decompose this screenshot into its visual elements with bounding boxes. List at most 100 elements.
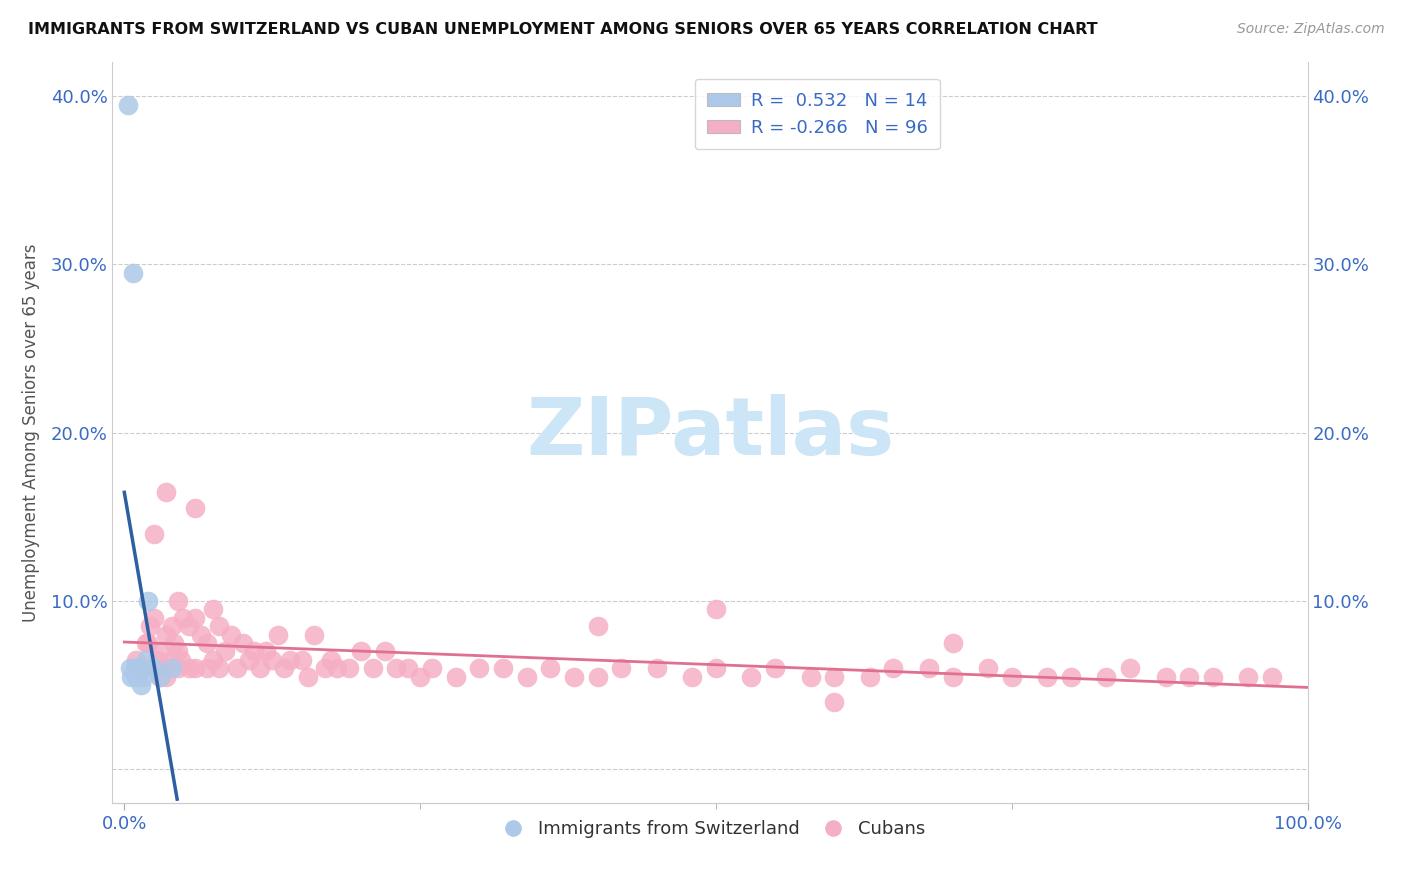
Point [128,661,150,675]
Point [120,661,142,675]
Point [214,644,236,658]
Point [302,627,325,641]
Point [586,670,609,684]
Point [1095,670,1118,684]
Point [859,670,882,684]
Point [163,636,186,650]
Y-axis label: Unemployment Among Seniors over 65 years: Unemployment Among Seniors over 65 years [21,244,39,622]
Point [704,602,727,616]
Point [195,636,218,650]
Point [326,661,349,675]
Point [538,661,561,675]
Point [129,678,152,692]
Point [155,670,177,684]
Point [142,661,165,675]
Point [321,653,343,667]
Point [918,661,941,675]
Point [202,653,225,667]
Point [681,670,703,684]
Point [314,661,336,675]
Point [139,619,162,633]
Point [179,619,201,633]
Point [800,670,823,684]
Point [184,501,207,516]
Point [117,97,139,112]
Point [166,644,188,658]
Point [262,653,284,667]
Point [202,602,225,616]
Text: ZIPatlas: ZIPatlas [526,393,894,472]
Legend: Immigrants from Switzerland, Cubans: Immigrants from Switzerland, Cubans [488,814,932,846]
Point [350,644,373,658]
Point [155,484,177,499]
Point [468,661,491,675]
Point [208,619,231,633]
Point [942,636,965,650]
Point [160,619,183,633]
Point [125,653,148,667]
Point [444,670,467,684]
Point [704,661,727,675]
Point [124,661,146,675]
Text: Source: ZipAtlas.com: Source: ZipAtlas.com [1237,22,1385,37]
Point [170,653,193,667]
Point [149,670,172,684]
Point [132,670,155,684]
Point [184,661,207,675]
Point [1036,670,1059,684]
Point [278,653,301,667]
Point [492,661,515,675]
Point [610,661,633,675]
Point [374,644,396,658]
Point [1154,670,1177,684]
Point [586,619,609,633]
Point [337,661,360,675]
Point [823,670,845,684]
Point [195,661,218,675]
Point [1237,670,1260,684]
Point [562,670,585,684]
Point [225,661,247,675]
Text: IMMIGRANTS FROM SWITZERLAND VS CUBAN UNEMPLOYMENT AMONG SENIORS OVER 65 YEARS CO: IMMIGRANTS FROM SWITZERLAND VS CUBAN UNE… [28,22,1098,37]
Point [882,661,904,675]
Point [155,627,177,641]
Point [208,661,231,675]
Point [297,670,319,684]
Point [166,594,188,608]
Point [166,661,188,675]
Point [516,670,538,684]
Point [645,661,668,675]
Point [150,661,173,675]
Point [160,661,183,675]
Point [267,627,290,641]
Point [146,653,169,667]
Point [291,653,314,667]
Point [254,644,277,658]
Point [179,661,201,675]
Point [396,661,419,675]
Point [136,594,159,608]
Point [120,670,142,684]
Point [1261,670,1284,684]
Point [142,610,165,624]
Point [184,610,207,624]
Point [977,661,1000,675]
Point [121,266,143,280]
Point [142,526,165,541]
Point [1001,670,1024,684]
Point [1119,661,1142,675]
Point [232,636,254,650]
Point [1202,670,1225,684]
Point [172,610,194,624]
Point [135,653,157,667]
Point [273,661,295,675]
Point [243,644,266,658]
Point [823,695,845,709]
Point [1178,670,1201,684]
Point [149,644,172,658]
Point [136,636,159,650]
Point [142,661,165,675]
Point [219,627,242,641]
Point [361,661,384,675]
Point [131,661,153,675]
